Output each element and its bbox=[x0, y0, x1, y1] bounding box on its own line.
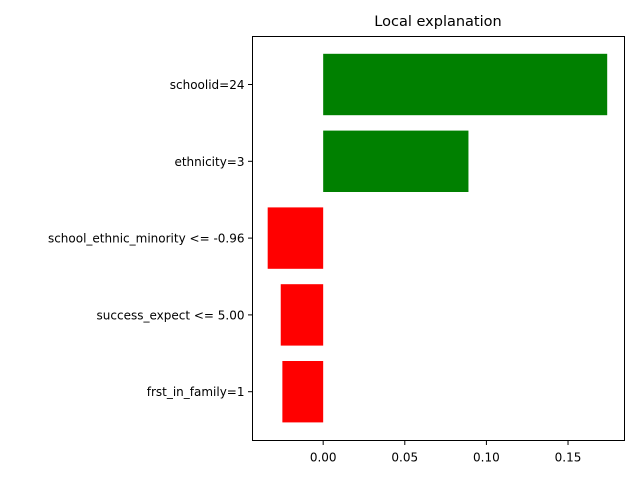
bars-group bbox=[267, 53, 608, 423]
x-axis-ticks: 0.00 0.05 0.10 0.15 bbox=[310, 440, 582, 465]
x-tick-label: 0.05 bbox=[391, 451, 418, 465]
x-tick-label: 0.15 bbox=[555, 451, 582, 465]
y-tick-label: school_ethnic_minority <= -0.96 bbox=[48, 232, 245, 246]
y-tick-label: ethnicity=3 bbox=[174, 155, 244, 169]
bar-1 bbox=[323, 53, 608, 116]
bar-5 bbox=[282, 361, 324, 423]
y-tick-label: success_expect <= 5.00 bbox=[97, 308, 245, 322]
axes-frame bbox=[252, 36, 625, 441]
y-tick-label: frst_in_family=1 bbox=[147, 385, 245, 399]
chart-title: Local explanation bbox=[374, 14, 501, 30]
y-axis-ticks: schoolid=24 ethnicity=3 school_ethnic_mino… bbox=[48, 78, 253, 399]
bar-4 bbox=[280, 284, 324, 346]
x-tick-label: 0.00 bbox=[310, 451, 337, 465]
bar-3 bbox=[267, 207, 324, 269]
x-tick-label: 0.10 bbox=[473, 451, 500, 465]
y-tick-label: schoolid=24 bbox=[170, 78, 245, 92]
bar-2 bbox=[323, 130, 469, 192]
